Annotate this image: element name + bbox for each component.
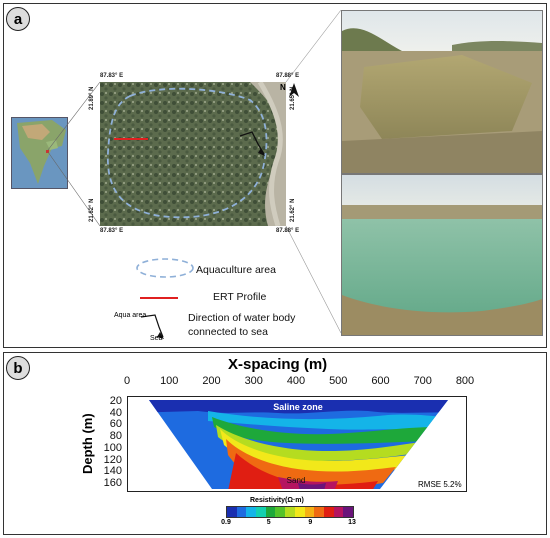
legend-aqua-area-label: Aqua area: [114, 312, 147, 319]
colorbar-swatch: [343, 507, 353, 517]
coord-right-bottom: 21.62° N: [290, 198, 296, 222]
y-tick-label: 120: [103, 453, 122, 466]
colorbar-swatch: [236, 507, 247, 517]
coord-top-left: 87.83° E: [100, 73, 124, 79]
rmse-label: RMSE 5.2%: [418, 480, 462, 489]
colorbar-swatch: [285, 507, 295, 517]
colorbar-swatch: [275, 507, 286, 517]
x-tick-label: 100: [160, 375, 179, 387]
x-tick-label: 600: [371, 375, 390, 387]
x-tick-label: 800: [455, 375, 475, 387]
india-map-inset: [11, 117, 68, 189]
legend-aquaculture-icon: [136, 258, 194, 278]
colorbar: [226, 506, 354, 518]
colorbar-swatch: [227, 507, 237, 517]
x-tick-label: 0: [123, 375, 131, 387]
legend-ert-label: ERT Profile: [213, 291, 267, 303]
y-tick-label: 20: [109, 394, 122, 407]
pond-photo-top: [341, 10, 543, 174]
coord-bottom-right: 87.88° E: [276, 228, 300, 234]
colorbar-tick-label: 0.9: [221, 519, 231, 526]
colorbar-swatch: [246, 507, 257, 517]
coord-left-bottom: 21.62° N: [89, 198, 95, 222]
sand-label: Sand: [287, 476, 306, 485]
panel-b-label: b: [6, 356, 30, 380]
colorbar-swatch: [323, 507, 334, 517]
aquaculture-outline: [107, 87, 268, 219]
colorbar-tick-label: 9: [308, 519, 313, 526]
colorbar-title: Resistivity(Ω·m): [250, 497, 304, 504]
legend-sea-label: Sea: [150, 335, 163, 342]
colorbar-swatch: [294, 507, 305, 517]
y-tick-label: 160: [103, 477, 122, 490]
legend-direction-label-1: Direction of water body: [188, 312, 296, 324]
x-tick-label: 400: [286, 375, 306, 387]
y-tick-label: 140: [103, 465, 122, 478]
x-tick-label: 700: [413, 375, 432, 387]
colorbar-swatch: [333, 507, 344, 517]
colorbar-tick-label: 5: [266, 519, 271, 526]
colorbar-swatch: [265, 507, 276, 517]
y-tick-label: 40: [109, 406, 122, 419]
panel-a-label: a: [6, 7, 30, 31]
north-label: N: [280, 83, 286, 92]
coord-top-right: 87.88° E: [276, 73, 300, 79]
legend-direction-label-2: connected to sea: [188, 326, 268, 338]
legend-ert-line-icon: [140, 297, 178, 299]
legend-aquaculture-label: Aquaculture area: [196, 264, 276, 276]
x-tick-label: 300: [244, 375, 263, 387]
satellite-map: [100, 82, 286, 226]
x-tick-label: 200: [202, 375, 221, 387]
legend-direction-icon: [140, 314, 164, 339]
saline-zone-label: Saline zone: [273, 402, 323, 412]
y-tick-label: 80: [109, 430, 122, 443]
pond-photo-bottom: [341, 174, 543, 336]
coord-left-top: 21.89° N: [89, 86, 95, 110]
x-axis-title: X-spacing (m): [228, 356, 328, 373]
north-arrow: [287, 82, 301, 100]
x-tick-label: 500: [329, 375, 348, 387]
y-tick-label: 100: [103, 441, 122, 454]
colorbar-swatch: [304, 507, 315, 517]
colorbar-swatch: [314, 507, 324, 517]
y-axis-title: Depth (m): [80, 413, 95, 474]
colorbar-swatch: [256, 507, 266, 517]
resistivity-section: Saline zone Sand: [127, 396, 467, 492]
y-tick-label: 60: [109, 418, 122, 431]
coord-bottom-left: 87.83° E: [100, 228, 124, 234]
colorbar-tick-label: 13: [348, 519, 356, 526]
